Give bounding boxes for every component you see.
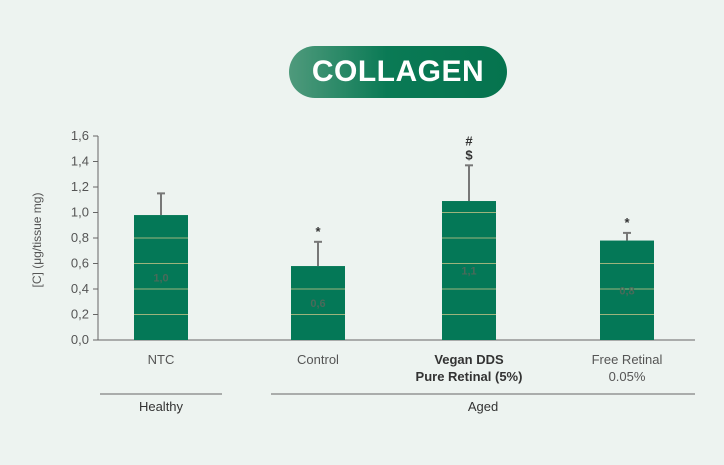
bar bbox=[442, 201, 496, 340]
y-tick-label: 0,4 bbox=[71, 281, 89, 296]
y-tick-label: 1,0 bbox=[71, 205, 89, 220]
y-tick-label: 0,0 bbox=[71, 332, 89, 347]
y-axis-label: [C] (μg/tissue mg) bbox=[30, 193, 44, 288]
data-label: 1,1 bbox=[461, 266, 476, 278]
significance-marker: $ bbox=[465, 147, 473, 162]
x-tick-label: Vegan DDS bbox=[434, 352, 504, 367]
significance-marker: # bbox=[465, 133, 473, 148]
bar bbox=[134, 215, 188, 340]
axes: 0,0 0,2 0,4 0,6 0,8 1,0 1,2 1,4 1,6 bbox=[71, 128, 695, 347]
y-tick-label: 0,8 bbox=[71, 230, 89, 245]
significance-marker: * bbox=[315, 224, 321, 239]
labels: NTC Control Vegan DDS Pure Retinal (5%) Free… bbox=[100, 352, 695, 414]
data-label: 1,0 bbox=[153, 273, 168, 285]
x-tick-label: Pure Retinal (5%) bbox=[416, 369, 523, 384]
y-tick-label: 0,2 bbox=[71, 307, 89, 322]
x-tick-label: NTC bbox=[148, 352, 175, 367]
x-tick-label: Free Retinal bbox=[592, 352, 663, 367]
bar bbox=[600, 240, 654, 340]
data-label: 0,8 bbox=[619, 285, 634, 297]
chart-title: COLLAGEN bbox=[289, 46, 507, 98]
data-label: 0,6 bbox=[310, 298, 325, 310]
y-tick-label: 1,4 bbox=[71, 154, 89, 169]
bars: 1,0 0,6 * 1,1 $#0,8 * bbox=[134, 133, 654, 340]
y-tick-label: 1,6 bbox=[71, 128, 89, 143]
bar bbox=[291, 266, 345, 340]
x-tick-label: 0.05% bbox=[609, 369, 646, 384]
group-label: Aged bbox=[468, 399, 498, 414]
y-tick-label: 1,2 bbox=[71, 179, 89, 194]
significance-marker: * bbox=[624, 215, 630, 230]
y-tick-label: 0,6 bbox=[71, 256, 89, 271]
x-tick-label: Control bbox=[297, 352, 339, 367]
group-label: Healthy bbox=[139, 399, 184, 414]
